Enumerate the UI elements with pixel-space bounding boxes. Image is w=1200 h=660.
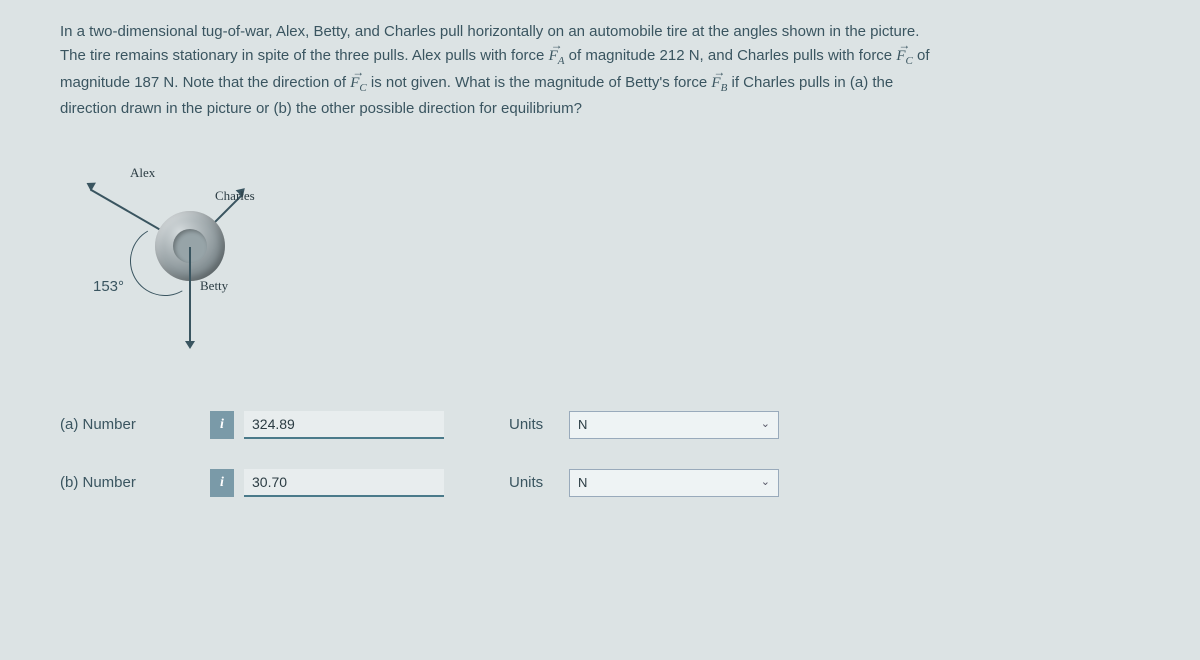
force-a-symbol: →FA (549, 44, 565, 71)
units-select-b[interactable]: N ⌄ (569, 469, 779, 497)
force-c-symbol: →FC (896, 44, 913, 71)
answer-a-label: (a) Number (60, 413, 200, 437)
info-icon[interactable]: i (210, 411, 234, 439)
units-value-b: N (578, 473, 587, 494)
units-label-a: Units (509, 413, 559, 437)
charles-label: Charles (215, 186, 255, 207)
betty-force-line (189, 247, 191, 347)
answer-row-b: (b) Number i Units N ⌄ (60, 469, 1140, 497)
problem-line-3: magnitude 187 N. Note that the direction… (60, 71, 1140, 98)
alex-label: Alex (130, 163, 155, 184)
chevron-down-icon: ⌄ (761, 474, 770, 492)
answer-b-input[interactable] (244, 469, 444, 497)
problem-line-2: The tire remains stationary in spite of … (60, 44, 1140, 71)
force-diagram: Alex Charles Betty 153° (75, 141, 1140, 381)
units-label-b: Units (509, 471, 559, 495)
problem-line-1: In a two-dimensional tug-of-war, Alex, B… (60, 20, 1140, 44)
units-select-a[interactable]: N ⌄ (569, 411, 779, 439)
betty-arrow-icon (185, 341, 195, 349)
force-b-symbol: →FB (711, 71, 727, 98)
problem-statement: In a two-dimensional tug-of-war, Alex, B… (60, 20, 1140, 121)
chevron-down-icon: ⌄ (761, 416, 770, 434)
answer-row-a: (a) Number i Units N ⌄ (60, 411, 1140, 439)
answer-a-input[interactable] (244, 411, 444, 439)
answer-b-label: (b) Number (60, 471, 200, 495)
betty-label: Betty (200, 276, 228, 297)
force-c2-symbol: →FC (350, 71, 367, 98)
angle-label: 153° (93, 275, 124, 299)
problem-line-4: direction drawn in the picture or (b) th… (60, 97, 1140, 121)
units-value-a: N (578, 415, 587, 436)
info-icon[interactable]: i (210, 469, 234, 497)
